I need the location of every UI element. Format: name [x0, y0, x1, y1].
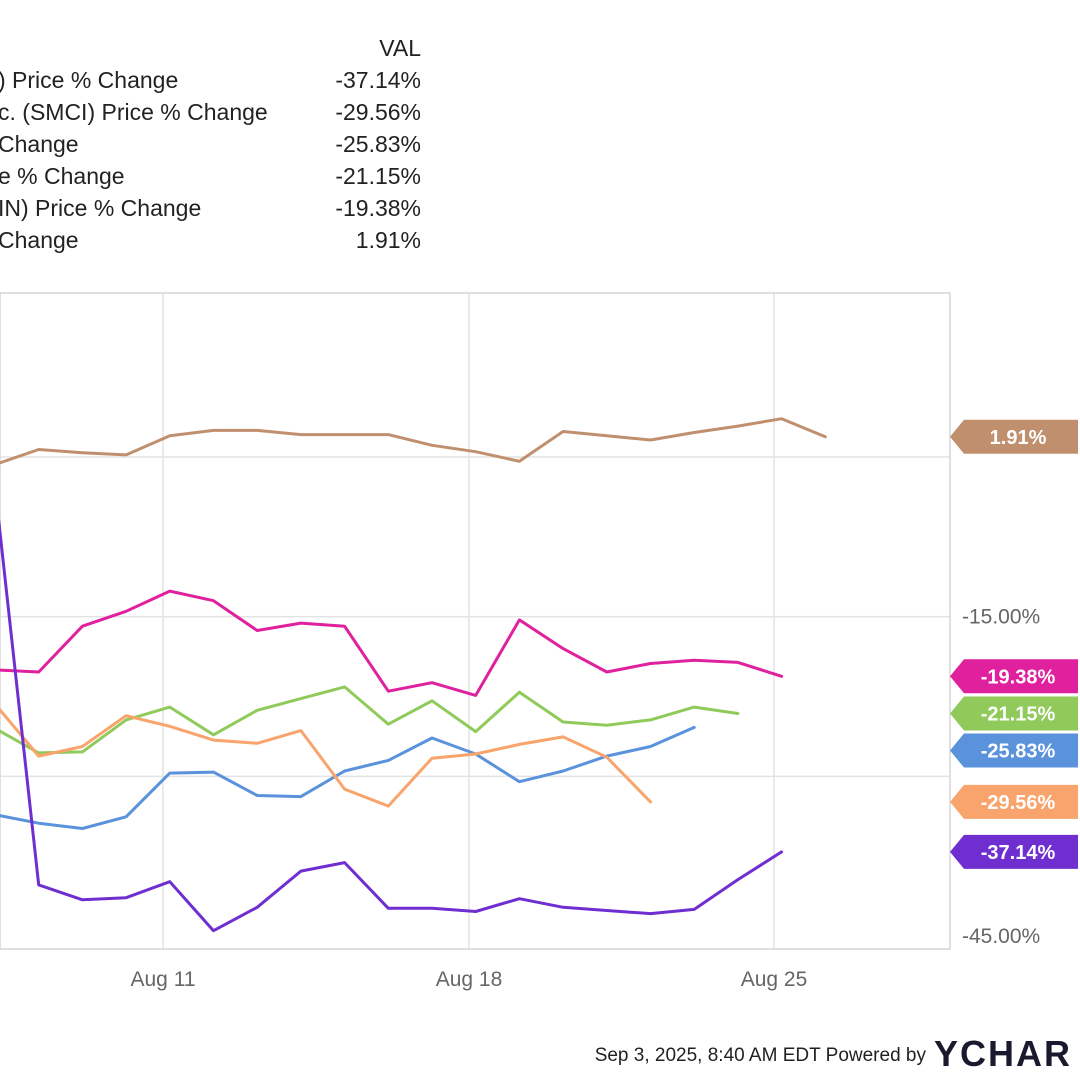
end-value-label: -25.83% [981, 741, 1056, 763]
footer: Sep 3, 2025, 8:40 AM EDT Powered by YCHA… [595, 1033, 1072, 1074]
end-value-tag: -37.14% [950, 834, 1078, 869]
end-value-tag: -19.38% [950, 659, 1078, 694]
series-line[interactable] [0, 704, 652, 808]
end-value-tag-shape [950, 696, 1078, 731]
footer-timestamp: Sep 3, 2025, 8:40 AM EDT [595, 1045, 821, 1066]
legend-item-value: -21.15% [335, 163, 421, 189]
legend-item-value: -29.56% [335, 99, 421, 125]
footer-powered-by: Powered by [826, 1045, 927, 1066]
series-line[interactable] [0, 417, 827, 465]
end-labels: 1.91% -19.38% -21.15% -25.83% -29.56% -37.14% [950, 419, 1078, 869]
end-value-label: 1.91% [990, 427, 1047, 449]
ycharts-logo[interactable]: YCHAR [934, 1033, 1072, 1074]
end-value-tag-shape [950, 659, 1078, 694]
x-tick-label: Aug 25 [741, 968, 808, 991]
legend-item-name: Change [0, 227, 79, 253]
series-line[interactable] [0, 725, 696, 830]
grid [0, 293, 950, 949]
y-tick-label: -15.00% [962, 606, 1040, 629]
end-value-tag: -29.56% [950, 784, 1078, 819]
end-value-label: -37.14% [981, 842, 1056, 864]
series-line[interactable] [0, 589, 784, 697]
y-tick-label: -45.00% [962, 925, 1040, 948]
legend-item-name: e % Change [0, 163, 125, 189]
footer-text: Sep 3, 2025, 8:40 AM EDT Powered by [595, 1045, 927, 1066]
legend-item-name: Change [0, 131, 79, 157]
end-value-tag: -21.15% [950, 696, 1078, 731]
end-value-label: -29.56% [981, 792, 1056, 814]
series-group [0, 417, 827, 933]
legend-item-name: ) Price % Change [0, 67, 178, 93]
end-value-tag-shape [950, 834, 1078, 869]
x-tick-label: Aug 18 [436, 968, 503, 991]
end-value-tag: 1.91% [950, 419, 1078, 454]
legend-item-value: -37.14% [335, 67, 421, 93]
x-tick-label: Aug 11 [131, 968, 196, 991]
legend-item-name: c. (SMCI) Price % Change [0, 99, 268, 125]
legend-value-header: VAL [379, 35, 421, 61]
series-line[interactable] [0, 487, 784, 933]
legend-item-name: IN) Price % Change [0, 195, 201, 221]
end-value-tag-shape [950, 784, 1078, 819]
legend-item-value: -25.83% [335, 131, 421, 157]
x-axis: Aug 11 Aug 18 Aug 25 [131, 968, 808, 991]
plot-frame [0, 292, 951, 950]
y-axis: -15.00% -45.00% [962, 606, 1040, 948]
end-value-tag-shape [950, 419, 1078, 454]
legend-item-value: -19.38% [335, 195, 421, 221]
end-value-tag-shape [950, 733, 1078, 768]
end-value-tag: -25.83% [950, 733, 1078, 768]
end-value-label: -21.15% [981, 704, 1056, 726]
end-value-label: -19.38% [981, 666, 1056, 688]
legend: VAL ) Price % Change -37.14% c. (SMCI) Pri… [0, 35, 421, 253]
series-line[interactable] [0, 685, 740, 755]
legend-item-value: 1.91% [356, 227, 421, 253]
